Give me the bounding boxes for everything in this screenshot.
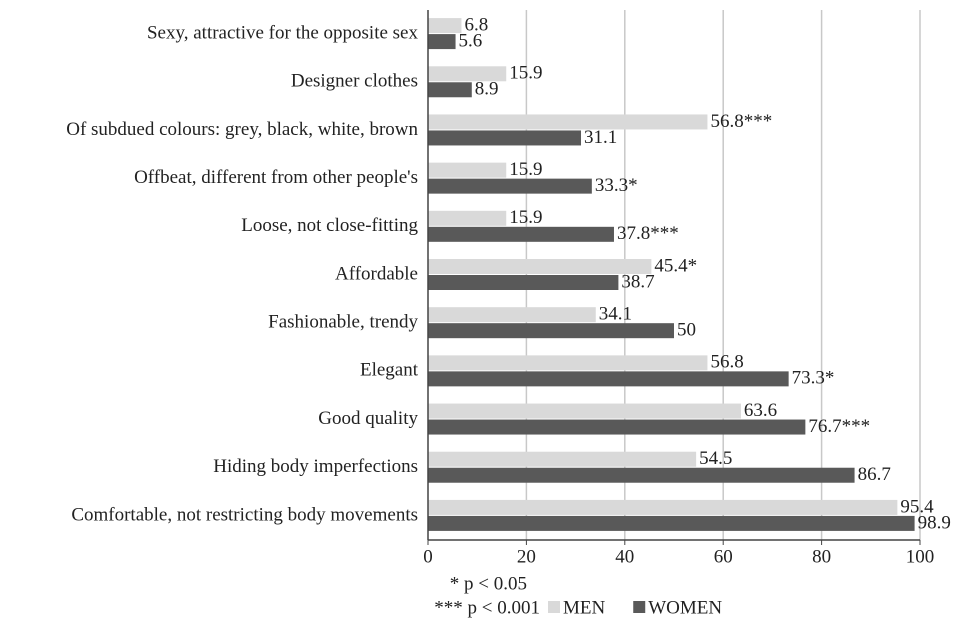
bar <box>428 275 619 290</box>
data-label: 31.1 <box>584 127 617 148</box>
category-label: Elegant <box>360 360 419 381</box>
x-tick-label: 0 <box>423 546 433 567</box>
annotation: *** p < 0.001 <box>434 597 540 618</box>
category-label: Fashionable, trendy <box>268 312 418 333</box>
data-label: 50 <box>677 320 696 341</box>
data-label: 63.6 <box>744 400 777 421</box>
bar <box>428 371 789 387</box>
category-label: Good quality <box>318 408 418 429</box>
data-label: 15.9 <box>509 207 542 228</box>
category-label: Hiding body imperfections <box>213 456 418 477</box>
legend-label: WOMEN <box>648 597 722 618</box>
data-label: 37.8*** <box>617 223 679 244</box>
data-label: 15.9 <box>509 63 542 84</box>
bar <box>428 451 697 467</box>
data-label: 45.4* <box>654 255 697 276</box>
data-label: 33.3* <box>595 175 638 196</box>
data-label: 76.7*** <box>808 416 870 437</box>
data-label: 86.7 <box>858 464 891 485</box>
data-label: 34.1 <box>599 304 632 325</box>
bar <box>428 66 507 82</box>
bar <box>428 18 462 34</box>
category-label: Comfortable, not restricting body moveme… <box>71 504 418 525</box>
bar <box>428 130 582 146</box>
data-label: 56.8 <box>710 352 743 373</box>
category-label: Loose, not close-fitting <box>241 215 418 236</box>
x-tick-label: 20 <box>517 546 536 567</box>
bar <box>428 178 592 194</box>
data-label: 15.9 <box>509 159 542 180</box>
data-label: 54.5 <box>699 448 732 469</box>
x-tick-label: 60 <box>714 546 733 567</box>
data-label: 6.8 <box>464 14 488 35</box>
data-label: 98.9 <box>918 512 951 533</box>
bar <box>428 467 855 483</box>
category-label: Offbeat, different from other people's <box>134 167 418 188</box>
category-label: Affordable <box>335 263 418 284</box>
bar <box>428 210 507 226</box>
legend-swatch <box>548 601 560 613</box>
x-tick-label: 40 <box>615 546 634 567</box>
bar <box>428 355 708 371</box>
category-label: Sexy, attractive for the opposite sex <box>147 22 419 43</box>
data-label: 8.9 <box>475 79 499 100</box>
bar <box>428 419 806 435</box>
data-label: 73.3* <box>792 368 835 389</box>
bar <box>428 114 708 130</box>
bar <box>428 226 614 242</box>
bar <box>428 162 507 178</box>
bar <box>428 34 456 50</box>
bar <box>428 499 898 515</box>
annotation: * p < 0.05 <box>450 573 527 594</box>
bar <box>428 515 915 531</box>
category-label: Of subdued colours: grey, black, white, … <box>66 119 418 140</box>
legend-swatch <box>633 601 646 613</box>
legend-label: MEN <box>563 597 606 618</box>
x-tick-label: 100 <box>906 546 935 567</box>
bar <box>428 307 596 323</box>
data-label: 38.7 <box>621 271 654 292</box>
bar <box>428 403 741 419</box>
x-tick-label: 80 <box>812 546 831 567</box>
data-label: 56.8*** <box>710 111 772 132</box>
data-label: 95.4 <box>900 496 934 517</box>
category-label: Designer clothes <box>291 71 418 92</box>
bar <box>428 323 674 339</box>
bar <box>428 259 652 274</box>
bar <box>428 82 472 98</box>
data-label: 5.6 <box>459 30 483 51</box>
